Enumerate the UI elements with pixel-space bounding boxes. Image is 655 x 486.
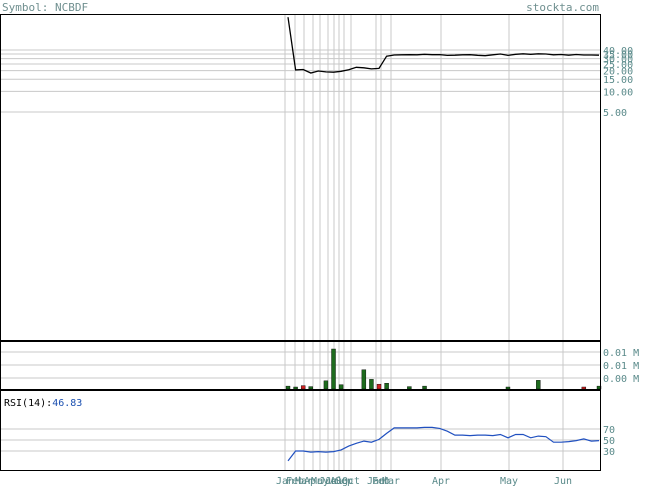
price-tick-label: 35.00 bbox=[603, 50, 633, 61]
x-tick-label: Feb bbox=[286, 476, 304, 486]
x-tick-label: Jan bbox=[367, 476, 385, 486]
rsi-series-line bbox=[287, 426, 600, 462]
volume-bar bbox=[384, 383, 389, 390]
price-tick-label: 40.00 bbox=[603, 46, 633, 57]
volume-bar bbox=[293, 386, 298, 390]
price-tick-label: 20.00 bbox=[603, 67, 633, 78]
volume-panel: 0.01 M 0.01 M 0.00 M bbox=[0, 341, 639, 390]
price-tick-label: 10.00 bbox=[603, 87, 633, 98]
volume-bar bbox=[422, 385, 427, 390]
volume-bar bbox=[361, 369, 367, 390]
x-tick-label: May bbox=[311, 476, 329, 486]
x-tick-label: Feb bbox=[372, 476, 390, 486]
volume-bar bbox=[338, 384, 344, 390]
x-tick-label: Sep bbox=[335, 476, 353, 486]
rsi-colon: : bbox=[46, 398, 52, 409]
volume-bar bbox=[581, 386, 587, 390]
volume-tick-label: 0.00 M bbox=[603, 374, 639, 385]
volume-bar bbox=[505, 386, 511, 390]
x-tick-label: Jun bbox=[319, 476, 337, 486]
price-tick-label: 25.00 bbox=[603, 60, 633, 71]
rsi-grid bbox=[1, 391, 600, 470]
volume-bar bbox=[285, 385, 291, 390]
x-tick-label: Jan bbox=[276, 476, 294, 486]
rsi-tick-label: 70 bbox=[603, 425, 615, 436]
symbol-label: Symbol: NCBDF bbox=[2, 1, 88, 14]
x-tick-label: Jul bbox=[325, 476, 343, 486]
x-tick-label: Apr bbox=[432, 476, 450, 486]
volume-bar bbox=[300, 385, 306, 390]
volume-bar bbox=[536, 380, 541, 390]
x-tick-label: Jun bbox=[554, 476, 572, 486]
x-tick-label: May bbox=[500, 476, 518, 486]
volume-grid bbox=[1, 342, 600, 389]
volume-tick-label: 0.01 M bbox=[603, 348, 639, 359]
volume-bars bbox=[285, 348, 602, 390]
volume-tick-label: 0.01 M bbox=[603, 361, 639, 372]
volume-bar bbox=[308, 386, 313, 390]
volume-bar bbox=[369, 379, 374, 390]
x-tick-label: Mar bbox=[295, 476, 313, 486]
rsi-label: RSI(14):46.83 bbox=[4, 398, 82, 409]
x-tick-label: Mar bbox=[382, 476, 400, 486]
rsi-panel-frame bbox=[0, 390, 601, 471]
volume-bar bbox=[331, 348, 336, 390]
rsi-name: RSI(14) bbox=[4, 398, 46, 409]
x-tick-label: Oct bbox=[342, 476, 360, 486]
price-tick-label: 5.00 bbox=[603, 108, 627, 119]
rsi-current-value: 46.83 bbox=[52, 398, 82, 409]
rsi-tick-label: 50 bbox=[603, 436, 615, 447]
price-series-line bbox=[287, 17, 600, 74]
price-tick-label: 30.00 bbox=[603, 55, 633, 66]
volume-bar bbox=[407, 386, 412, 390]
volume-bar bbox=[376, 383, 382, 390]
volume-bar bbox=[323, 380, 329, 390]
price-grid bbox=[1, 15, 600, 340]
volume-axis: 0.01 M 0.01 M 0.00 M bbox=[603, 348, 639, 385]
price-panel-frame bbox=[0, 14, 601, 341]
volume-panel-frame bbox=[0, 341, 601, 390]
rsi-tick-label: 30 bbox=[603, 447, 615, 458]
price-tick-label: 15.00 bbox=[603, 75, 633, 86]
x-tick-label: Aug bbox=[330, 476, 348, 486]
x-tick-label: Apr bbox=[304, 476, 322, 486]
site-label: stockta.com bbox=[526, 1, 599, 14]
